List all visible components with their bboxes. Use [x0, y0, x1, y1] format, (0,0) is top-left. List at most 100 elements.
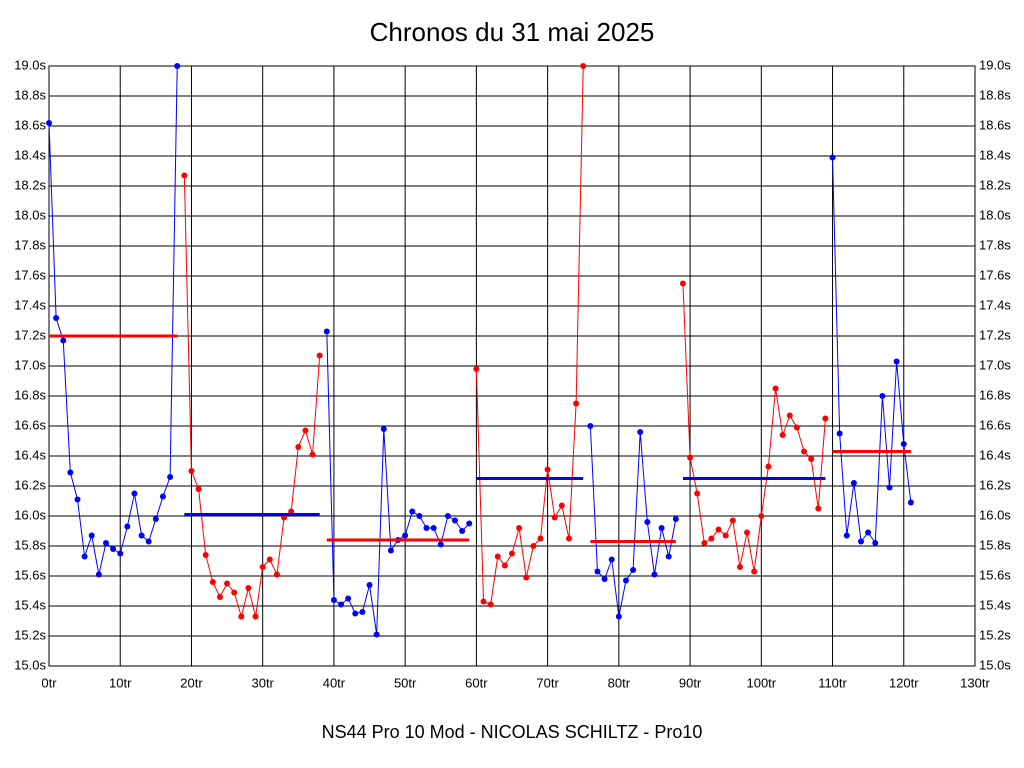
y2-tick-label: 16.6s [979, 417, 1011, 432]
data-point [238, 613, 245, 620]
y-tick-label: 16.6s [14, 417, 46, 432]
data-point [523, 574, 530, 581]
data-point [850, 480, 857, 486]
y-tick-label: 17.0s [14, 357, 46, 372]
y2-tick-label: 17.6s [979, 267, 1011, 282]
y-tick-label: 16.8s [14, 387, 46, 402]
data-point [694, 490, 701, 497]
y2-tick-label: 18.2s [979, 177, 1011, 192]
data-point [67, 469, 74, 476]
y-tick-label: 16.4s [14, 447, 46, 462]
data-point [630, 567, 637, 573]
y2-tick-label: 16.4s [979, 447, 1011, 462]
data-point [124, 523, 131, 530]
data-point [102, 540, 109, 546]
data-point [159, 493, 166, 500]
data-point [722, 532, 729, 539]
data-point [872, 540, 879, 546]
data-point [900, 441, 907, 447]
data-point [387, 547, 394, 554]
y-tick-label: 15.0s [14, 657, 46, 672]
y2-tick-label: 15.0s [979, 657, 1011, 672]
y2-tick-label: 16.8s [979, 387, 1011, 402]
data-point [487, 601, 494, 608]
data-point [758, 513, 765, 519]
data-point [708, 535, 715, 542]
data-point [651, 571, 658, 578]
y-tick-label: 17.6s [14, 267, 46, 282]
data-point [181, 172, 188, 179]
x-tick-label: 110tr [818, 675, 847, 690]
data-point [907, 499, 914, 506]
data-point [701, 540, 708, 546]
data-point [452, 517, 459, 524]
x-tick-label: 120tr [889, 675, 919, 690]
chart-title: Chronos du 31 mai 2025 [370, 17, 655, 47]
y-tick-label: 18.2s [14, 177, 46, 192]
data-point [829, 154, 836, 161]
data-point [224, 580, 231, 587]
data-point [729, 517, 736, 524]
data-point [202, 552, 209, 558]
y-tick-label: 15.4s [14, 597, 46, 612]
data-point [209, 579, 216, 585]
data-point [644, 519, 651, 525]
data-point [259, 564, 266, 570]
data-point [879, 393, 886, 399]
y-tick-label: 18.8s [14, 87, 46, 102]
data-point [88, 532, 95, 539]
y2-tick-label: 18.8s [979, 87, 1011, 102]
data-point [672, 516, 679, 522]
data-point [558, 502, 565, 509]
data-point [231, 589, 238, 596]
data-point [110, 546, 117, 552]
data-point [323, 328, 330, 335]
data-point [295, 444, 302, 450]
y2-tick-label: 15.4s [979, 597, 1011, 612]
data-point [615, 613, 622, 620]
y2-tick-label: 17.8s [979, 237, 1011, 252]
data-point [188, 468, 195, 474]
x-tick-label: 70tr [536, 675, 559, 690]
data-point [886, 484, 893, 491]
x-tick-label: 60tr [465, 675, 488, 690]
data-point [316, 352, 323, 359]
x-tick-label: 100tr [746, 675, 776, 690]
data-point [679, 280, 686, 287]
data-point [530, 543, 537, 549]
data-point [779, 432, 786, 438]
data-point [416, 513, 423, 519]
y2-tick-label: 17.0s [979, 357, 1011, 372]
data-point [815, 505, 822, 512]
data-point [152, 516, 159, 522]
data-point [744, 529, 751, 536]
data-point [509, 550, 515, 557]
y2-tick-label: 16.0s [979, 507, 1011, 522]
data-point [459, 528, 466, 534]
x-tick-label: 50tr [394, 675, 417, 690]
data-point [622, 577, 629, 584]
y2-tick-label: 15.8s [979, 537, 1011, 552]
data-point [480, 598, 487, 605]
data-point [273, 571, 280, 578]
data-point [601, 576, 608, 582]
y-tick-label: 15.8s [14, 537, 46, 552]
data-point [715, 526, 722, 533]
y-tick-label: 19.0s [14, 57, 46, 72]
y-tick-label: 17.8s [14, 237, 46, 252]
y2-tick-label: 18.6s [979, 117, 1011, 132]
x-tick-label: 0tr [41, 675, 57, 690]
data-point [74, 496, 81, 503]
y-tick-label: 18.0s [14, 207, 46, 222]
data-point [46, 120, 52, 126]
series-line [832, 157, 912, 545]
data-point [473, 366, 480, 372]
data-point [423, 525, 430, 531]
data-point [637, 429, 644, 435]
data-point [565, 535, 572, 542]
data-point [131, 490, 138, 497]
data-point [330, 597, 337, 603]
y2-tick-label: 19.0s [979, 57, 1011, 72]
